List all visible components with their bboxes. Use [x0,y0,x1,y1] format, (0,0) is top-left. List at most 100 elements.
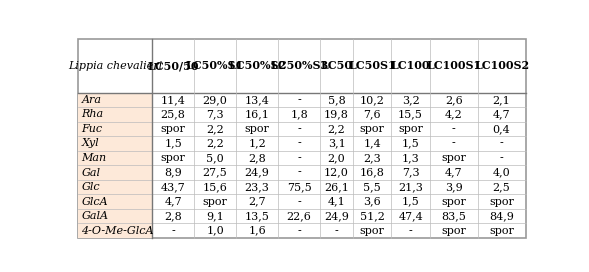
Text: 2,8: 2,8 [248,153,266,163]
Text: -: - [297,95,301,105]
Text: 5,5: 5,5 [363,182,381,192]
Text: 1,2: 1,2 [248,138,266,149]
Text: 9,1: 9,1 [206,211,224,221]
Text: Gal: Gal [81,168,100,178]
Text: 26,1: 26,1 [324,182,349,192]
Text: LC100S2: LC100S2 [474,60,529,71]
Text: LC50/50: LC50/50 [147,60,198,71]
Text: LC100S1: LC100S1 [426,60,481,71]
Text: -: - [297,153,301,163]
Text: 15,5: 15,5 [398,109,423,119]
Text: 16,1: 16,1 [244,109,270,119]
Text: 24,9: 24,9 [244,168,270,178]
Text: 2,1: 2,1 [493,95,511,105]
Text: spor: spor [203,197,227,206]
Text: 8,9: 8,9 [164,168,182,178]
Text: 4,0: 4,0 [493,168,511,178]
Text: 3,9: 3,9 [445,182,462,192]
Text: 1,3: 1,3 [402,153,419,163]
Text: -: - [409,226,412,236]
Text: spor: spor [489,226,514,236]
Text: 51,2: 51,2 [360,211,385,221]
Text: spor: spor [360,124,385,134]
Text: spor: spor [161,153,186,163]
Text: 23,3: 23,3 [244,182,270,192]
Text: GlcA: GlcA [81,197,108,206]
Text: -: - [452,138,456,149]
Text: 3,2: 3,2 [402,95,419,105]
Text: -: - [297,124,301,134]
Text: spor: spor [441,153,466,163]
Text: 4,7: 4,7 [164,197,182,206]
Text: 27,5: 27,5 [203,168,227,178]
Text: LC50%S1: LC50%S1 [186,60,244,71]
Text: 75,5: 75,5 [287,182,312,192]
Text: 1,5: 1,5 [402,197,419,206]
Text: 2,8: 2,8 [164,211,182,221]
Bar [78,93,152,238]
Text: 3,6: 3,6 [363,197,381,206]
Text: 83,5: 83,5 [441,211,466,221]
Text: GalA: GalA [81,211,108,221]
Text: 7,6: 7,6 [363,109,381,119]
Text: 13,4: 13,4 [244,95,270,105]
Text: 1,4: 1,4 [363,138,381,149]
Text: LC100: LC100 [391,60,431,71]
Text: 7,3: 7,3 [402,168,419,178]
Text: 2,0: 2,0 [327,153,345,163]
Text: 2,5: 2,5 [493,182,511,192]
Text: 1,5: 1,5 [402,138,419,149]
Text: Rha: Rha [81,109,104,119]
Text: 3,1: 3,1 [327,138,345,149]
Text: -: - [297,197,301,206]
Text: 19,8: 19,8 [324,109,349,119]
Text: spor: spor [489,197,514,206]
Text: 1,8: 1,8 [290,109,308,119]
Text: Xyl: Xyl [81,138,99,149]
Text: Glc: Glc [81,182,100,192]
Text: 11,4: 11,4 [161,95,186,105]
Text: 25,8: 25,8 [161,109,186,119]
Text: -: - [499,138,504,149]
Text: Fuc: Fuc [81,124,102,134]
Text: 4,2: 4,2 [445,109,462,119]
Text: Man: Man [81,153,107,163]
Text: -: - [499,153,504,163]
Text: -: - [452,124,456,134]
Text: spor: spor [441,226,466,236]
Text: 12,0: 12,0 [324,168,349,178]
Text: 2,2: 2,2 [327,124,345,134]
Text: Lippia chevalieri: Lippia chevalieri [68,61,162,71]
Text: 1,5: 1,5 [164,138,182,149]
Text: 47,4: 47,4 [398,211,423,221]
Text: 4,7: 4,7 [445,168,462,178]
Text: 4-O-Me-GlcA: 4-O-Me-GlcA [81,226,154,236]
Text: 0,4: 0,4 [493,124,511,134]
Text: Ara: Ara [81,95,101,105]
Text: 5,8: 5,8 [327,95,345,105]
Text: 2,3: 2,3 [363,153,381,163]
Text: LC50S1: LC50S1 [348,60,396,71]
Text: 2,2: 2,2 [206,124,224,134]
Text: 2,6: 2,6 [445,95,462,105]
Text: spor: spor [398,124,423,134]
Text: 84,9: 84,9 [489,211,514,221]
Text: LC50%S3: LC50%S3 [270,60,328,71]
Text: 29,0: 29,0 [203,95,227,105]
Text: 10,2: 10,2 [360,95,385,105]
Text: -: - [297,138,301,149]
Text: 24,9: 24,9 [324,211,349,221]
Text: spor: spor [360,226,385,236]
Text: 5,0: 5,0 [206,153,224,163]
Text: 7,3: 7,3 [206,109,224,119]
Text: 1,0: 1,0 [206,226,224,236]
Text: spor: spor [244,124,270,134]
Text: spor: spor [161,124,186,134]
Text: 21,3: 21,3 [398,182,423,192]
Text: 1,6: 1,6 [248,226,266,236]
Text: 15,6: 15,6 [203,182,227,192]
Text: 22,6: 22,6 [287,211,312,221]
Text: -: - [297,226,301,236]
Text: -: - [335,226,339,236]
Text: 43,7: 43,7 [161,182,186,192]
